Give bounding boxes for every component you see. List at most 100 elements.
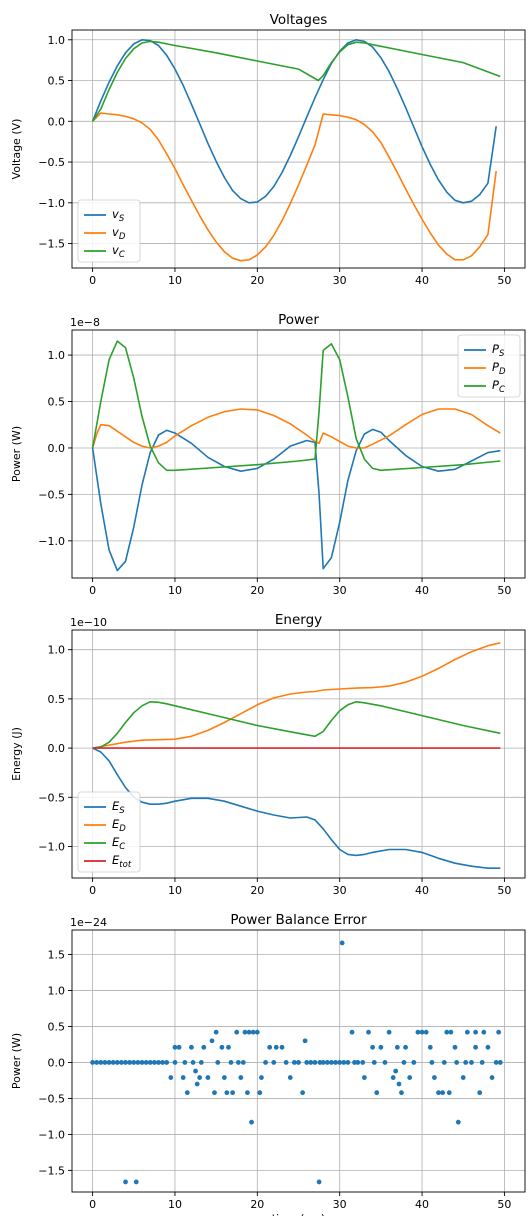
scatter-point <box>355 1060 361 1065</box>
scatter-point <box>194 1081 200 1087</box>
scatter-point <box>485 1044 491 1050</box>
scatter-point <box>411 1060 417 1065</box>
legend-label: vS <box>112 207 125 224</box>
axes-frame <box>71 329 526 579</box>
legend-label: PS <box>492 342 505 359</box>
y-tick-label: −1.0 <box>38 1128 65 1141</box>
scatter-point <box>190 1060 196 1065</box>
scatter-point <box>267 1044 273 1050</box>
scatter-point <box>341 1060 347 1065</box>
scatter-point <box>245 1090 250 1096</box>
scatter-point <box>296 1060 301 1065</box>
y-tick-label: 1.0 <box>48 984 66 997</box>
x-tick-label: 10 <box>168 584 182 597</box>
scatter-point <box>452 1044 458 1050</box>
scatter-point <box>160 1060 166 1065</box>
y-axis-label: Power (W) <box>10 426 23 482</box>
scatter-point <box>497 1060 503 1065</box>
scatter-point <box>172 1044 178 1050</box>
x-tick-label: 30 <box>333 884 347 897</box>
scatter-point <box>345 1060 351 1065</box>
y-tick-label: −0.5 <box>38 488 65 501</box>
x-tick-label: 0 <box>89 584 96 597</box>
chart-title: Power Balance Error <box>230 912 367 928</box>
scatter-point <box>432 1075 437 1080</box>
scatter-point <box>246 1029 252 1035</box>
scatter-point <box>182 1060 188 1065</box>
scatter-point <box>316 1179 322 1185</box>
y-axis-label: Energy (J) <box>10 727 23 781</box>
scatter-point <box>360 1060 366 1065</box>
scatter-point <box>448 1029 454 1035</box>
legend-label: PC <box>492 378 505 395</box>
y-tick-label: 0.5 <box>48 693 66 706</box>
scatter-point <box>489 1075 495 1080</box>
scatter-point <box>156 1060 161 1065</box>
legend-label: PD <box>492 360 506 377</box>
scatter-point <box>221 1075 227 1080</box>
scatter-point <box>378 1044 384 1050</box>
scatter-point <box>440 1090 446 1096</box>
y-tick-label: 0.0 <box>48 115 66 128</box>
scatter-point <box>184 1090 190 1096</box>
scatter-point <box>454 1060 460 1065</box>
series-line-p-s <box>91 428 501 572</box>
scatter-point <box>180 1075 186 1080</box>
scatter-point <box>139 1060 145 1065</box>
scatter-point <box>333 1060 338 1065</box>
scatter-point <box>396 1081 402 1087</box>
scatter-point <box>209 1038 215 1044</box>
scatter-point <box>339 940 345 946</box>
scatter-point <box>370 1044 376 1050</box>
y-tick-label: −0.5 <box>38 791 65 804</box>
scatter-point <box>235 1060 241 1065</box>
x-tick-label: 30 <box>333 584 347 597</box>
scatter-point <box>436 1090 441 1096</box>
scatter-point <box>399 1090 404 1096</box>
scatter-point <box>271 1060 277 1065</box>
scatter-point <box>143 1060 149 1065</box>
x-tick-label: 0 <box>89 274 96 287</box>
scatter-point <box>415 1029 421 1035</box>
scatter-point <box>226 1044 231 1050</box>
x-tick-label: 0 <box>89 884 96 897</box>
scatter-point <box>473 1029 478 1035</box>
series-line-v-c <box>91 40 501 122</box>
scatter-point <box>127 1060 133 1065</box>
scatter-point <box>242 1029 248 1035</box>
scatter-point <box>273 1044 279 1050</box>
scatter-point <box>257 1090 263 1096</box>
x-axis-label: time (ms) <box>272 1212 325 1216</box>
scatter-point <box>401 1060 407 1065</box>
x-tick-label: 50 <box>497 274 511 287</box>
axes-frame <box>71 929 526 1193</box>
scatter-point <box>477 1090 483 1096</box>
scatter-point <box>238 1075 244 1080</box>
scatter-point <box>215 1060 221 1065</box>
scatter-point <box>193 1068 198 1074</box>
scatter-point <box>151 1060 157 1065</box>
y-tick-label: −0.5 <box>38 156 65 169</box>
series-line-e-c <box>92 701 501 749</box>
y-tick-label: 1.0 <box>48 349 66 362</box>
scatter-point <box>283 1060 289 1065</box>
scatter-point <box>444 1029 450 1035</box>
x-tick-label: 40 <box>415 884 429 897</box>
y-tick-label: 1.5 <box>48 948 66 961</box>
legend-label: EC <box>112 835 125 852</box>
x-tick-label: 20 <box>250 584 264 597</box>
y-tick-label: 0.5 <box>48 75 66 88</box>
scatter-point <box>94 1060 100 1065</box>
scatter-point <box>106 1060 112 1065</box>
scatter-point <box>337 1060 343 1065</box>
scatter-point <box>496 1029 502 1035</box>
series-line-v-d <box>92 112 497 262</box>
scatter-point <box>240 1060 246 1065</box>
y-tick-label: −1.0 <box>38 197 65 210</box>
y-tick-label: 0.0 <box>48 442 66 455</box>
x-tick-label: 20 <box>250 884 264 897</box>
legend-label: ES <box>112 799 125 816</box>
scatter-point <box>481 1029 487 1035</box>
y-tick-label: −1.0 <box>38 535 65 548</box>
